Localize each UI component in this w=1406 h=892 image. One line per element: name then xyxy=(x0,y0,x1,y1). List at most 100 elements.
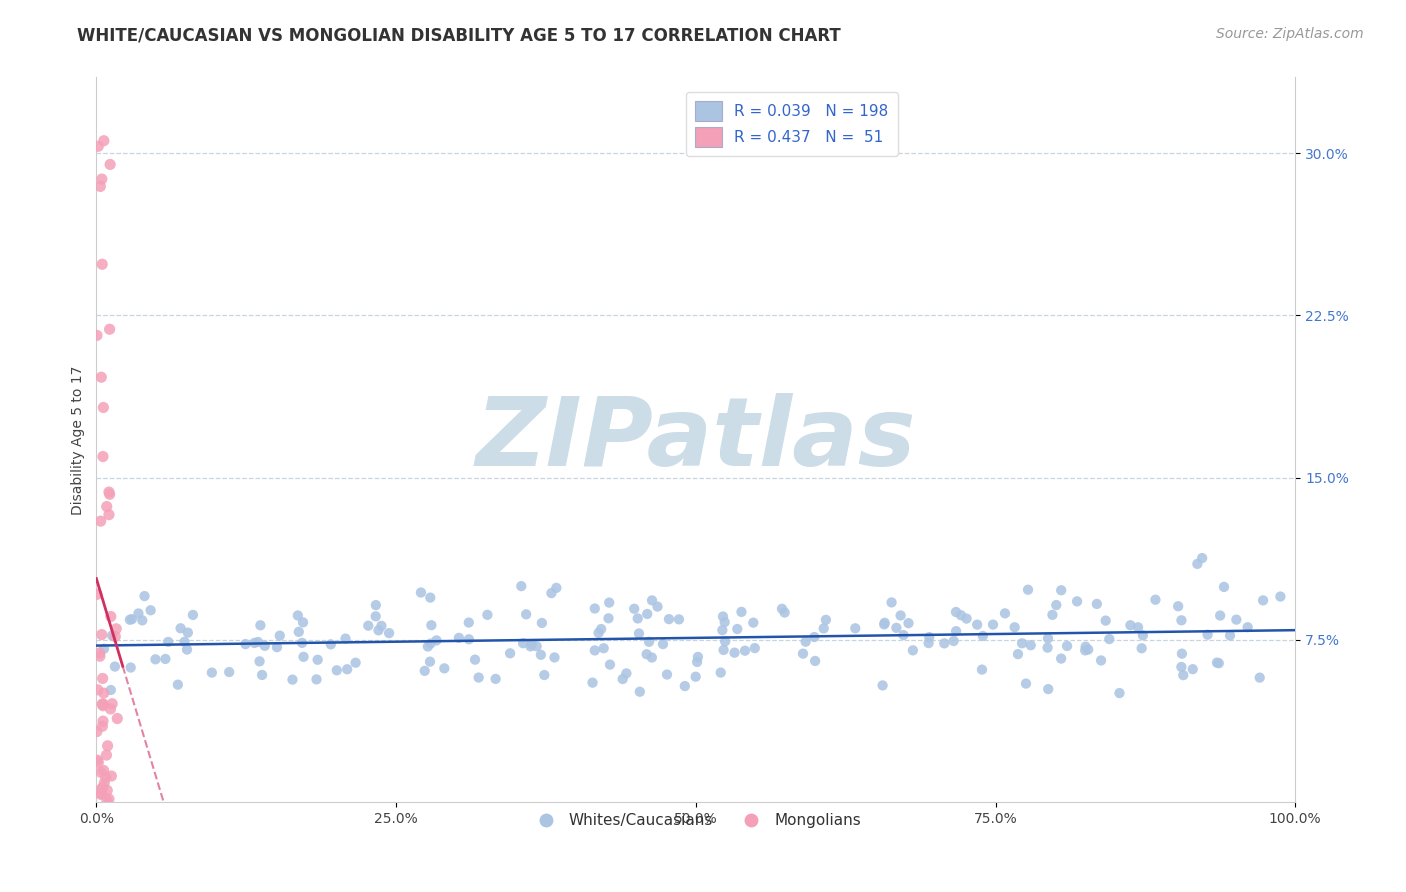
Point xyxy=(281,673,304,687)
Point xyxy=(100,702,122,716)
Point xyxy=(243,636,266,650)
Point xyxy=(510,579,533,593)
Point xyxy=(934,636,956,650)
Point xyxy=(93,764,115,778)
Point xyxy=(288,624,311,639)
Point xyxy=(173,635,195,649)
Point xyxy=(94,771,117,785)
Point xyxy=(181,607,204,622)
Point xyxy=(1074,640,1097,654)
Point xyxy=(93,776,115,790)
Point xyxy=(145,652,167,666)
Point xyxy=(291,636,314,650)
Point xyxy=(543,650,565,665)
Point xyxy=(91,672,114,686)
Point xyxy=(100,609,122,624)
Point xyxy=(886,621,908,635)
Point xyxy=(97,792,120,806)
Point xyxy=(627,611,650,625)
Point xyxy=(1011,636,1033,650)
Point xyxy=(367,624,389,638)
Point xyxy=(98,322,121,336)
Point xyxy=(714,634,737,648)
Point xyxy=(292,615,315,630)
Point xyxy=(955,611,977,625)
Point xyxy=(1085,597,1108,611)
Point xyxy=(685,670,707,684)
Point xyxy=(420,618,443,632)
Point xyxy=(1170,613,1192,627)
Point xyxy=(1144,592,1167,607)
Point xyxy=(1197,627,1219,641)
Point xyxy=(628,684,651,698)
Point xyxy=(1171,647,1194,661)
Point xyxy=(93,686,115,700)
Point xyxy=(90,781,112,796)
Point xyxy=(1173,668,1195,682)
Point xyxy=(1077,642,1099,657)
Point xyxy=(96,783,118,797)
Point xyxy=(97,508,120,522)
Point xyxy=(512,636,534,650)
Point xyxy=(305,673,328,687)
Point xyxy=(917,636,939,650)
Point xyxy=(134,589,156,603)
Point xyxy=(1036,640,1059,655)
Point xyxy=(710,665,733,680)
Point xyxy=(598,596,620,610)
Point xyxy=(588,625,610,640)
Point xyxy=(91,780,114,795)
Point xyxy=(1132,628,1154,642)
Point xyxy=(477,607,499,622)
Point xyxy=(370,619,392,633)
Point xyxy=(844,621,866,635)
Point xyxy=(250,668,273,682)
Point xyxy=(966,617,988,632)
Point xyxy=(1191,551,1213,566)
Point xyxy=(880,595,903,609)
Point xyxy=(96,500,118,514)
Point xyxy=(970,663,993,677)
Point xyxy=(157,635,180,649)
Point xyxy=(713,615,735,629)
Point xyxy=(540,586,562,600)
Point xyxy=(467,671,489,685)
Point xyxy=(307,653,329,667)
Point xyxy=(91,697,114,711)
Point xyxy=(1187,557,1209,571)
Point xyxy=(90,787,112,801)
Point xyxy=(530,648,553,662)
Point xyxy=(97,485,120,500)
Point xyxy=(166,678,188,692)
Point xyxy=(87,139,110,153)
Point xyxy=(1074,643,1097,657)
Point xyxy=(155,652,177,666)
Point xyxy=(744,641,766,656)
Point xyxy=(104,659,127,673)
Y-axis label: Disability Age 5 to 17: Disability Age 5 to 17 xyxy=(72,365,86,515)
Point xyxy=(1036,632,1059,646)
Point xyxy=(91,697,114,711)
Point xyxy=(792,647,814,661)
Point xyxy=(725,622,748,636)
Point xyxy=(1270,590,1292,604)
Point xyxy=(1098,632,1121,646)
Point xyxy=(668,612,690,626)
Point xyxy=(326,663,349,677)
Point xyxy=(413,664,436,678)
Point xyxy=(101,629,124,643)
Point xyxy=(1007,647,1029,661)
Point xyxy=(981,617,1004,632)
Point xyxy=(104,630,127,644)
Point xyxy=(950,608,973,623)
Point xyxy=(86,753,108,767)
Point xyxy=(96,794,118,808)
Point xyxy=(253,639,276,653)
Point xyxy=(773,606,796,620)
Point xyxy=(652,637,675,651)
Text: Source: ZipAtlas.com: Source: ZipAtlas.com xyxy=(1216,27,1364,41)
Point xyxy=(1236,620,1258,634)
Point xyxy=(425,633,447,648)
Point xyxy=(336,662,359,676)
Point xyxy=(91,450,114,464)
